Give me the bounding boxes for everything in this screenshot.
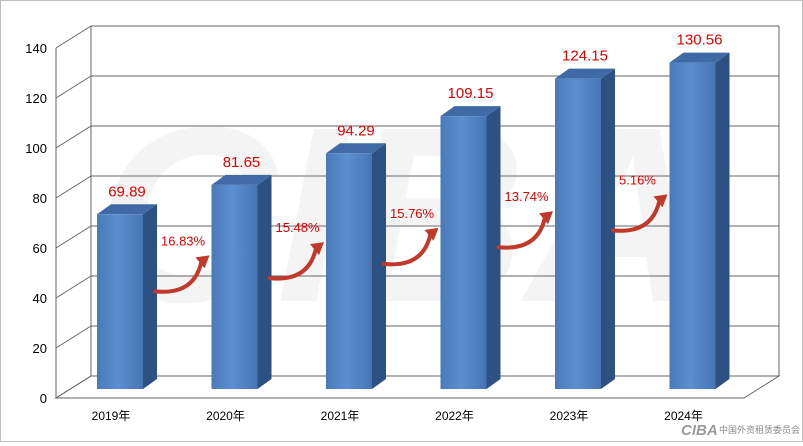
growth-arrow-head [653, 194, 668, 208]
x-tick-label: 2022年 [435, 409, 474, 423]
growth-arrow [611, 198, 662, 233]
bar-side [601, 68, 615, 389]
growth-arrow-head [424, 227, 439, 241]
x-tick-label: 2024年 [664, 409, 703, 423]
y-tick-label: 100 [25, 141, 47, 156]
x-tick-label: 2021年 [321, 409, 360, 423]
corner-watermark-org: 中国外资租赁委员会 [719, 424, 800, 435]
growth-arrows-layer [153, 194, 668, 294]
bar [326, 153, 372, 389]
corner-watermark-logo: CIBA [681, 422, 718, 439]
growth-arrow [496, 215, 547, 250]
gridline-side [55, 175, 92, 199]
y-tick-label: 80 [33, 191, 47, 206]
bar-top [211, 174, 272, 185]
bar [669, 62, 716, 389]
bar-value-label: 109.15 [448, 85, 494, 102]
bar [555, 78, 601, 389]
y-tick-label: 140 [25, 41, 47, 56]
y-tick-label: 120 [25, 91, 47, 106]
growth-rate-label: 15.76% [390, 206, 435, 221]
growth-arrow-head [310, 242, 324, 256]
bar-side [372, 143, 386, 389]
bar-top [326, 143, 386, 154]
growth-rate-label: 13.74% [505, 189, 550, 204]
bar-side [143, 204, 157, 389]
x-tick-label: 2023年 [550, 409, 589, 423]
bar-side [486, 106, 501, 389]
gridline-side [55, 125, 92, 149]
growth-rate-label: 5.16% [619, 172, 656, 187]
growth-arrow [153, 259, 204, 294]
bar-side [257, 174, 272, 389]
corner-watermark: CIBA 中国外资租赁委员会 [681, 422, 800, 439]
bar-top [555, 68, 615, 79]
y-tick-label: 0 [40, 391, 47, 406]
y-tick-label: 60 [33, 241, 47, 256]
bar-value-label: 94.29 [337, 122, 375, 139]
bar [440, 116, 487, 389]
bar-top [97, 204, 157, 215]
gridline-side [55, 25, 92, 49]
gridline-side [55, 75, 92, 99]
growth-arrow [267, 246, 318, 281]
bar-value-label: 130.56 [677, 32, 723, 49]
x-tick-label: 2019年 [92, 409, 131, 423]
bar-value-label: 124.15 [562, 48, 608, 65]
gridline-side [55, 275, 92, 299]
growth-arrow-head [195, 255, 210, 269]
bar [97, 214, 143, 389]
bar [211, 184, 258, 389]
bar-top [440, 106, 501, 117]
growth-rate-label: 15.48% [276, 220, 321, 235]
axes-layer: 0 20 40 60 80 100 120 140 [25, 25, 781, 406]
bar-top [669, 52, 730, 63]
bar-value-label: 69.89 [108, 183, 146, 200]
growth-rate-label: 16.83% [161, 233, 206, 248]
gridline-side [55, 225, 92, 249]
y-tick-label: 20 [33, 341, 47, 356]
growth-arrow-head [539, 211, 553, 225]
growth-arrow [382, 231, 433, 267]
bar-value-label: 81.65 [223, 154, 261, 171]
x-tick-label: 2020年 [206, 409, 245, 423]
y-tick-label: 40 [33, 291, 47, 306]
bars-layer [97, 52, 730, 389]
labels-layer: 69.89 2019年 81.65 2020年 94.29 2021年 109.15 2022… [92, 32, 723, 423]
gridline-side [55, 325, 92, 349]
bar-side [715, 52, 730, 389]
